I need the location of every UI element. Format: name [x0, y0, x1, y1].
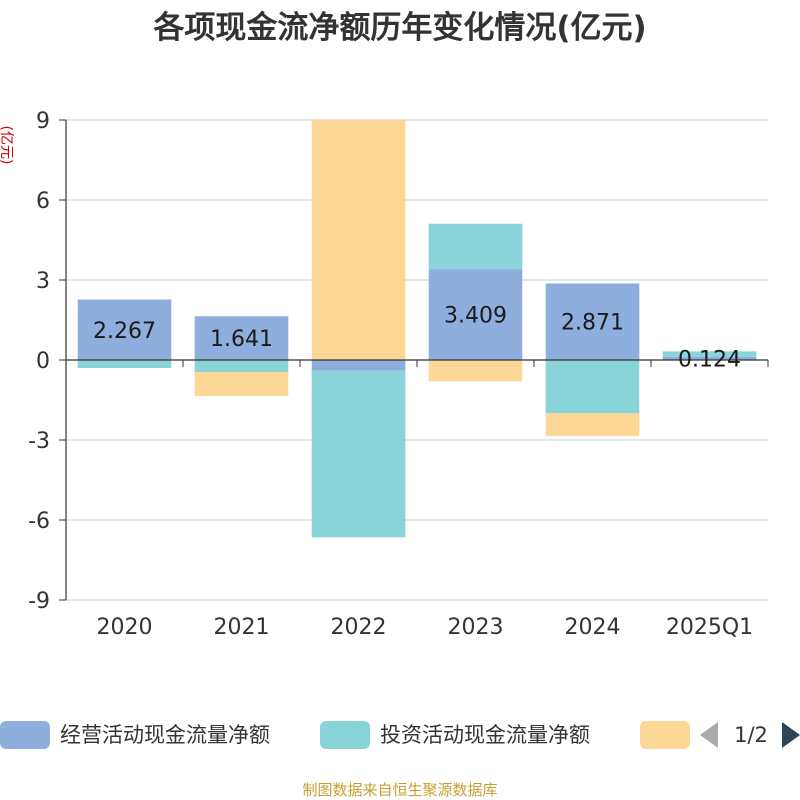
- bar-segment-s0-3[interactable]: [428, 269, 523, 360]
- y-tick-label: 6: [36, 189, 50, 214]
- legend-pager: 1/2: [734, 723, 768, 747]
- y-tick-label: -9: [28, 589, 50, 614]
- y-tick-label: 9: [36, 109, 50, 134]
- legend-swatch[interactable]: [0, 721, 50, 749]
- legend: 经营活动现金流量净额 投资活动现金流量净额: [0, 721, 690, 749]
- bar-segment-s1-5[interactable]: [662, 351, 757, 357]
- legend-label: 投资活动现金流量净额: [380, 723, 590, 747]
- chart-title: 各项现金流净额历年变化情况(亿元): [152, 10, 646, 46]
- data-label: 2.871: [561, 311, 624, 336]
- triangle-left-icon[interactable]: [700, 722, 718, 748]
- legend-swatch[interactable]: [320, 721, 370, 749]
- x-tick-label: 2021: [214, 615, 270, 640]
- y-tick-label: 3: [36, 269, 50, 294]
- source-note: 制图数据来自恒生聚源数据库: [302, 781, 497, 799]
- bar-segment-s2-2[interactable]: [311, 120, 406, 360]
- legend-label: 经营活动现金流量净额: [60, 723, 270, 747]
- triangle-right-icon[interactable]: [782, 722, 800, 748]
- y-tick-label: -3: [28, 429, 50, 454]
- data-label: 0.124: [678, 347, 741, 372]
- bars-layer: [77, 120, 757, 538]
- data-label: 1.641: [210, 327, 273, 352]
- x-tick-label: 2022: [331, 615, 387, 640]
- y-axis-label: (亿元): [0, 126, 14, 165]
- bar-segment-s0-2[interactable]: [311, 360, 406, 371]
- x-tick-label: 2020: [97, 615, 153, 640]
- bar-segment-s1-4[interactable]: [545, 360, 640, 414]
- y-tick-label: -6: [28, 509, 50, 534]
- bar-segment-s2-4[interactable]: [545, 413, 640, 436]
- data-label: 2.267: [93, 319, 156, 344]
- axes-layer: 9 6 3 0 -3 -6 -9 2020 2021 2022 2023 2024 2025Q1: [28, 109, 769, 640]
- bar-segment-s2-1[interactable]: [194, 372, 289, 396]
- bar-segment-s0-4[interactable]: [545, 283, 640, 360]
- x-tick-label: 2023: [448, 615, 504, 640]
- bar-segment-s1-1[interactable]: [194, 360, 289, 372]
- bar-segment-s0-5[interactable]: [662, 356, 757, 360]
- y-tick-label: 0: [36, 349, 50, 374]
- x-tick-label: 2024: [565, 615, 621, 640]
- data-label: 3.409: [444, 304, 507, 329]
- legend-swatch[interactable]: [640, 721, 690, 749]
- x-tick-label: 2025Q1: [666, 615, 753, 640]
- bar-segment-s2-3[interactable]: [428, 360, 523, 382]
- bar-segment-s1-3[interactable]: [428, 223, 523, 270]
- bar-segment-s1-2[interactable]: [311, 370, 406, 538]
- labels-layer: 2.267 1.641 3.409 2.871 0.124: [93, 304, 741, 373]
- grid-layer: [66, 119, 768, 601]
- bar-segment-s0-0[interactable]: [77, 299, 172, 360]
- bar-segment-s1-0[interactable]: [77, 360, 172, 368]
- bar-segment-s0-1[interactable]: [194, 316, 289, 360]
